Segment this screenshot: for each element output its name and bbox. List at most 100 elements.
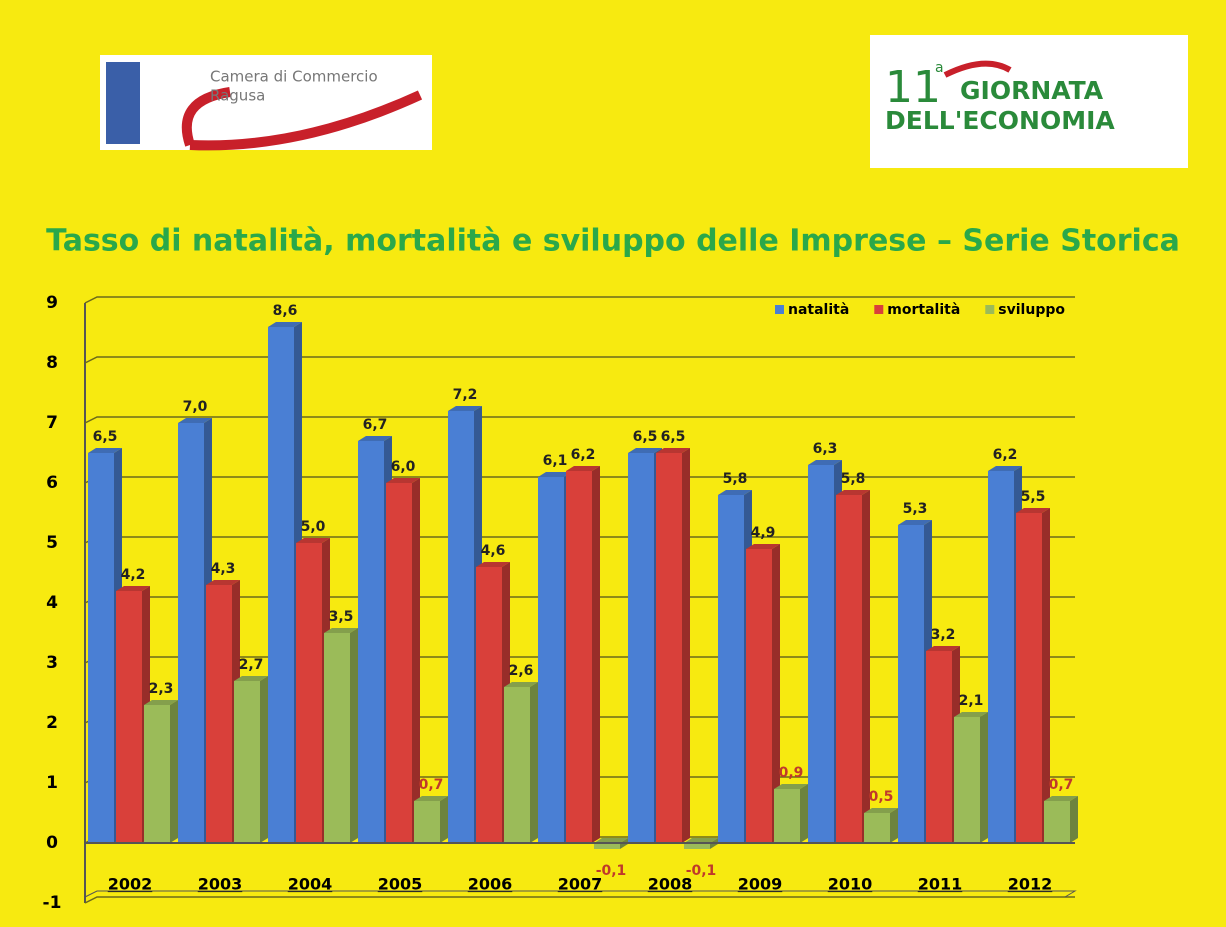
logo-crest xyxy=(106,62,140,144)
x-tick-label: 2009 xyxy=(738,875,783,894)
value-label: 0,9 xyxy=(779,765,804,781)
bar-top xyxy=(178,418,212,423)
bar xyxy=(234,681,260,843)
x-tick-label: 2006 xyxy=(468,875,513,894)
x-tick-label: 2002 xyxy=(108,875,153,894)
value-label: 8,6 xyxy=(273,303,298,319)
bar-top xyxy=(746,544,780,549)
bar-top xyxy=(926,646,960,651)
value-label: 5,0 xyxy=(301,519,326,535)
y-tick-label: 6 xyxy=(46,473,58,493)
legend-label: natalità xyxy=(788,302,849,318)
bar-top xyxy=(566,466,600,471)
bar-side xyxy=(350,628,358,843)
bar-top xyxy=(684,838,718,843)
bar xyxy=(718,495,744,843)
logo-sup: a xyxy=(935,60,944,76)
bar xyxy=(476,567,502,843)
bar xyxy=(116,591,142,843)
bar-top xyxy=(898,520,932,525)
bar-top xyxy=(144,700,178,705)
bar-top xyxy=(774,784,808,789)
bar xyxy=(386,483,412,843)
bar-top xyxy=(448,406,482,411)
value-label: 6,0 xyxy=(391,459,416,475)
value-label: 6,1 xyxy=(543,453,568,469)
y-tick-label: 3 xyxy=(46,653,58,673)
bar-top xyxy=(628,448,662,453)
bar xyxy=(864,813,890,843)
logo-text: GIORNATA xyxy=(960,76,1104,105)
value-label: 0,5 xyxy=(869,789,894,805)
value-label: 0,7 xyxy=(419,777,444,793)
bar xyxy=(88,453,114,843)
bar xyxy=(566,471,592,843)
value-label: 2,6 xyxy=(509,663,534,679)
bar-side xyxy=(530,682,538,843)
value-label: 4,6 xyxy=(481,543,506,559)
value-label: 4,2 xyxy=(121,567,146,583)
bar-top xyxy=(864,808,898,813)
bar xyxy=(144,705,170,843)
bar-top xyxy=(656,448,690,453)
bar xyxy=(954,717,980,843)
bar xyxy=(746,549,772,843)
y-tick-label: 9 xyxy=(46,293,58,313)
bar-top xyxy=(836,490,870,495)
value-label: 6,2 xyxy=(993,447,1018,463)
value-label: 4,3 xyxy=(211,561,236,577)
bar xyxy=(684,843,710,849)
bar-top xyxy=(538,472,572,477)
bar xyxy=(296,543,322,843)
bar xyxy=(774,789,800,843)
value-label: 7,0 xyxy=(183,399,208,415)
bar-top xyxy=(476,562,510,567)
bar-side xyxy=(440,796,448,843)
value-label: 2,7 xyxy=(239,657,264,673)
bar xyxy=(358,441,384,843)
bar xyxy=(206,585,232,843)
logo-text: Ragusa xyxy=(210,87,265,105)
legend-label: sviluppo xyxy=(998,302,1065,318)
logo-right-box xyxy=(870,35,1188,168)
bar xyxy=(504,687,530,843)
y-tick-label: 0 xyxy=(46,833,58,853)
bar-top xyxy=(88,448,122,453)
value-label: 3,2 xyxy=(931,627,956,643)
value-label: 7,2 xyxy=(453,387,478,403)
bar-top xyxy=(234,676,268,681)
x-tick-label: 2007 xyxy=(558,875,603,894)
value-label: 5,5 xyxy=(1021,489,1046,505)
bar xyxy=(268,327,294,843)
bar-top xyxy=(988,466,1022,471)
legend-label: mortalità xyxy=(887,302,960,318)
value-label: 6,5 xyxy=(633,429,658,445)
bar-side xyxy=(980,712,988,843)
floor xyxy=(84,890,1077,898)
bar-side xyxy=(682,448,690,843)
logo-swoosh xyxy=(943,60,1012,78)
value-label: -0,1 xyxy=(686,863,717,879)
value-label: 5,8 xyxy=(723,471,748,487)
bar xyxy=(178,423,204,843)
bar xyxy=(448,411,474,843)
x-tick-label: 2008 xyxy=(648,875,693,894)
bar-top xyxy=(718,490,752,495)
y-tick-label: 5 xyxy=(46,533,58,553)
grid-line xyxy=(84,896,1075,904)
value-label: 3,5 xyxy=(329,609,354,625)
logo-number: 11 xyxy=(885,62,941,113)
value-label: 6,5 xyxy=(661,429,686,445)
bar-top xyxy=(504,682,538,687)
value-label: 2,1 xyxy=(959,693,984,709)
legend-swatch xyxy=(874,305,884,314)
bar-side xyxy=(890,808,898,843)
value-label: 6,2 xyxy=(571,447,596,463)
logo-text: Camera di Commercio xyxy=(210,68,378,86)
bar-top xyxy=(324,628,358,633)
bar-side xyxy=(800,784,808,843)
value-label: 6,7 xyxy=(363,417,388,433)
grid-line xyxy=(84,356,1075,364)
grid-line xyxy=(84,296,1075,304)
